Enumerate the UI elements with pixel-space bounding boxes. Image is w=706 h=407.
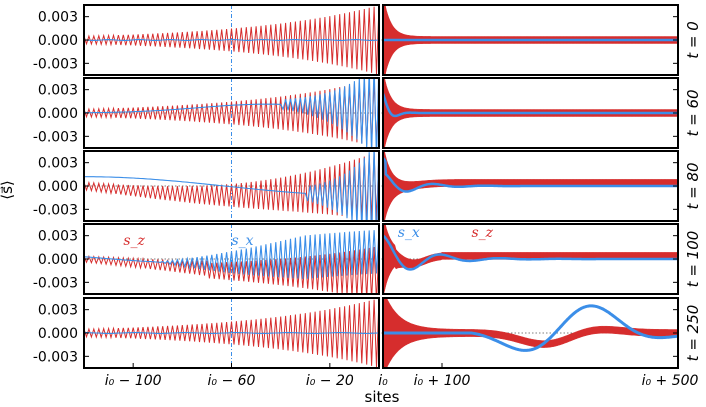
x-tick-label-split: i₀ [378, 373, 388, 389]
y-tick-label: 0.003 [38, 156, 78, 172]
x-tick-label: i₀ − 20 [306, 373, 354, 389]
series-sx-right [383, 234, 678, 271]
y-tick-label: -0.003 [33, 56, 78, 72]
time-label: t = 250 [684, 305, 702, 362]
y-tick-label: 0.000 [38, 33, 78, 49]
y-axis-label: ⟨s⃗⟩ [0, 180, 16, 200]
series-sz-left [84, 78, 379, 148]
annotation-left-sz: s_z [123, 233, 145, 249]
y-tick-label: 0.003 [38, 10, 78, 26]
panel-t-60: 0.003 0.000 -0.003 t = 60 [33, 77, 702, 149]
annotation-left-sx: s_x [232, 233, 254, 249]
x-tick-label: i₀ + 100 [414, 373, 471, 389]
y-tick-label: -0.003 [33, 129, 78, 145]
panels-group: 0.003 0.000 -0.003 t = 0 0.003 0.000 -0.003 t =… [33, 4, 702, 389]
y-tick-label: -0.003 [33, 202, 78, 218]
y-tick-label: 0.000 [38, 106, 78, 122]
series-sz-left [84, 298, 379, 368]
annotation-right-sz: s_z [472, 225, 494, 241]
panel-t-80: 0.003 0.000 -0.003 t = 80 [33, 150, 702, 222]
y-tick-label: 0.003 [38, 83, 78, 99]
series-sz-left [84, 246, 379, 294]
y-tick-label: 0.000 [38, 252, 78, 268]
x-tick-label: i₀ − 60 [208, 373, 256, 389]
series-sx-left [84, 332, 379, 334]
series-sz-right [383, 224, 678, 294]
series-sz-left [84, 151, 379, 221]
time-label: t = 0 [684, 21, 702, 59]
series-sx-left [84, 39, 379, 41]
x-tick-label: i₀ + 500 [642, 373, 699, 389]
y-tick-label: -0.003 [33, 275, 78, 291]
series-sx-left [84, 78, 379, 148]
time-label: t = 60 [684, 89, 702, 136]
time-label: t = 80 [684, 162, 702, 209]
series-sz-left [84, 5, 379, 75]
y-tick-label: -0.003 [33, 349, 78, 365]
series-sx-right [383, 304, 678, 352]
series-sx-right [383, 157, 678, 193]
x-tick-label: i₀ − 100 [105, 373, 162, 389]
y-tick-label: 0.000 [38, 179, 78, 195]
x-axis-label: sites [365, 388, 400, 406]
panel-t-0: 0.003 0.000 -0.003 t = 0 [33, 4, 702, 76]
annotation-right-sx: s_x [398, 225, 420, 241]
time-label: t = 100 [684, 231, 702, 288]
y-tick-label: 0.003 [38, 229, 78, 245]
series-sz-right [383, 5, 678, 75]
series-sx-right [383, 93, 678, 118]
panel-t-100: 0.003 0.000 -0.003 t = 100 s_z s_x s_x s_z [33, 223, 702, 295]
series-sx-left [84, 151, 379, 221]
y-tick-label: 0.000 [38, 326, 78, 342]
y-tick-label: 0.003 [38, 303, 78, 319]
series-sx-left [84, 229, 379, 279]
